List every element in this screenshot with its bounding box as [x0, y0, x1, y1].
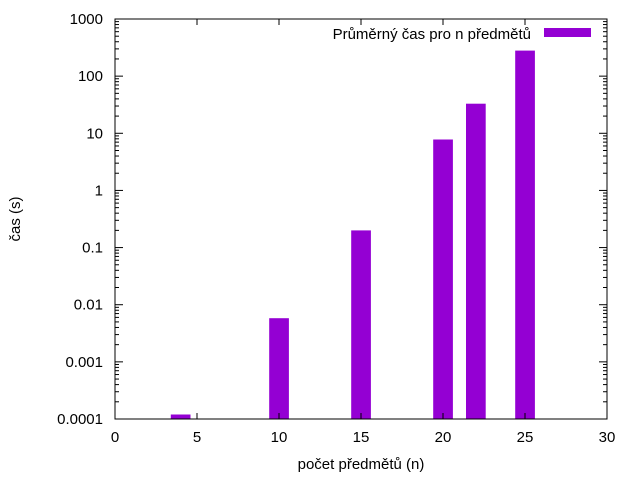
y-tick-label: 0.001: [65, 354, 103, 371]
y-tick-label: 10: [86, 125, 103, 142]
ticks-group: 0 5 10 15 20 25 30 0.0001 0.001 0.01 0.1 1 10 100 1000: [57, 11, 615, 446]
bar: [351, 230, 371, 419]
x-tick-label: 0: [111, 429, 119, 446]
bar: [466, 103, 486, 419]
legend-label: Průměrný čas pro n předmětů: [333, 26, 531, 43]
x-axis-label: počet předmětů (n): [298, 456, 425, 473]
x-tick-label: 10: [271, 429, 288, 446]
y-tick-label: 1: [95, 182, 103, 199]
bar: [433, 139, 453, 419]
plot-frame: [114, 18, 608, 420]
bar: [170, 414, 191, 419]
x-tick-label: 30: [599, 429, 616, 446]
x-tick-label: 5: [193, 429, 201, 446]
y-tick-label: 0.01: [74, 297, 103, 314]
legend: Průměrný čas pro n předmětů: [333, 26, 591, 43]
legend-swatch: [544, 28, 591, 37]
y-tick-label: 0.0001: [57, 411, 103, 428]
y-axis-label: čas (s): [7, 196, 24, 241]
bar: [269, 318, 289, 419]
y-tick-label: 0.1: [82, 240, 103, 257]
x-tick-label: 15: [353, 429, 370, 446]
bar: [515, 50, 535, 419]
y-tick-label: 100: [78, 68, 103, 85]
y-tick-label: 1000: [70, 11, 103, 28]
x-tick-label: 25: [517, 429, 534, 446]
bars-group: [170, 50, 535, 419]
x-tick-label: 20: [435, 429, 452, 446]
